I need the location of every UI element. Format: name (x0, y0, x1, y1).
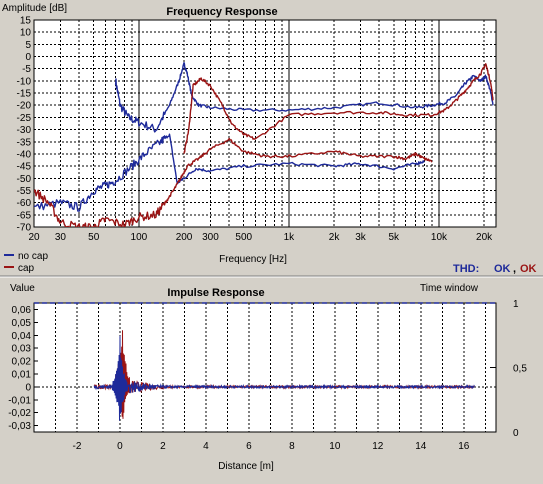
impulse-x-tick-label: 6 (246, 441, 252, 452)
impulse-y2-tick-label: 1 (513, 299, 519, 310)
freq-series-line-no-cap (114, 62, 494, 133)
freq-xlabel: Frequency [Hz] (219, 254, 287, 265)
freq-x-tick-label: 500 (235, 232, 252, 243)
freq-y-tick-label: 10 (20, 28, 32, 39)
impulse-y-tick-label: 0,01 (12, 369, 32, 380)
freq-y-tick-label: -70 (17, 223, 32, 234)
freq-x-tick-label: 50 (88, 232, 100, 243)
freq-x-tick-label: 3k (355, 232, 367, 243)
impulse-plot-area (33, 302, 497, 433)
impulse-x-tick-label: 2 (160, 441, 166, 452)
impulse-series (34, 302, 496, 421)
freq-x-tick-label: 5k (389, 232, 401, 243)
freq-x-ticks: 20 30 50 100 200 300 500 1k 2k 3k 5k 10k 20k (28, 232, 493, 243)
impulse-y-tick-label: 0,05 (12, 318, 32, 329)
impulse-x-tick-label: 12 (372, 441, 384, 452)
impulse-y-tick-label: -0,01 (8, 395, 31, 406)
freq-y-tick-label: -15 (17, 89, 32, 100)
legend-cap: cap (18, 263, 35, 274)
freq-y-tick-label: -55 (17, 186, 32, 197)
freq-x-tick-label: 1k (284, 232, 296, 243)
impulse-title: Impulse Response (167, 287, 264, 299)
thd-status: THD: OK , OK (453, 263, 537, 275)
freq-y-ticks: 151050-5-10-15-20-25-30-35-40-45-50-55-6… (17, 16, 32, 234)
impulse-y2-tick-label: 0 (513, 428, 519, 439)
impulse-x-tick-label: 4 (203, 441, 209, 452)
freq-y-tick-label: -25 (17, 113, 32, 124)
impulse-y-tick-label: 0,04 (12, 331, 32, 342)
thd-cap-value: OK (520, 263, 537, 275)
thd-label: THD: (453, 263, 479, 275)
freq-ylabel: Amplitude [dB] (2, 3, 67, 14)
freq-legend: no cap cap (4, 251, 48, 274)
impulse-y-tick-label: -0,02 (8, 408, 31, 419)
freq-y-tick-label: -30 (17, 125, 32, 136)
impulse-x-tick-label: 10 (329, 441, 341, 452)
legend-no-cap: no cap (18, 251, 48, 262)
freq-y-tick-label: -5 (22, 64, 31, 75)
freq-y-tick-label: 5 (25, 40, 31, 51)
impulse-y-tick-label: 0,03 (12, 344, 32, 355)
freq-x-tick-label: 100 (131, 232, 148, 243)
thd-separator: , (513, 263, 516, 275)
impulse-x-tick-label: 16 (458, 441, 470, 452)
freq-grid (33, 20, 496, 227)
freq-x-tick-label: 2k (329, 232, 341, 243)
freq-plot-area (33, 19, 497, 228)
impulse-series-line-no-cap (93, 335, 475, 421)
thd-no-cap-value: OK (494, 263, 511, 275)
freq-title: Frequency Response (166, 6, 277, 18)
freq-x-tick-label: 20k (476, 232, 493, 243)
freq-y-tick-label: -50 (17, 174, 32, 185)
freq-x-tick-label: 10k (431, 232, 448, 243)
freq-y-tick-label: -45 (17, 162, 32, 173)
impulse-x-tick-label: -2 (73, 441, 82, 452)
freq-x-tick-label: 30 (55, 232, 67, 243)
freq-x-tick-label: 200 (176, 232, 193, 243)
freq-y-tick-label: 0 (25, 52, 31, 63)
impulse-y-tick-label: 0,06 (12, 305, 32, 316)
impulse-x-tick-label: 14 (415, 441, 427, 452)
freq-y-tick-label: -40 (17, 149, 32, 160)
impulse-y-tick-label: 0,02 (12, 357, 32, 368)
freq-series (34, 62, 494, 227)
freq-y-tick-label: -10 (17, 76, 32, 87)
impulse-y2label: Time window (420, 283, 479, 294)
impulse-x-tick-label: 0 (117, 441, 123, 452)
impulse-ylabel: Value (10, 283, 35, 294)
impulse-y-ticks: 0,06 0,05 0,04 0,03 0,020,01 0 -0,01 -0,02 -0,03 (8, 305, 38, 432)
impulse-y2-tick-label: 0,5 (513, 364, 527, 375)
freq-x-tick-label: 300 (202, 232, 219, 243)
impulse-x-tick-label: 8 (289, 441, 295, 452)
freq-y-tick-label: -65 (17, 210, 32, 221)
freq-y-tick-label: -35 (17, 137, 32, 148)
impulse-xlabel: Distance [m] (218, 461, 274, 472)
impulse-y-tick-label: -0,03 (8, 421, 31, 432)
freq-y-tick-label: -20 (17, 101, 32, 112)
freq-x-tick-label: 20 (28, 232, 40, 243)
impulse-x-ticks: -2 0 2 4 6 8 10 12 14 16 (73, 441, 470, 452)
freq-y-tick-label: -60 (17, 198, 32, 209)
freq-y-tick-label: 15 (20, 16, 32, 27)
impulse-y-tick-label: 0 (25, 382, 31, 393)
freq-series-line-cap (34, 137, 433, 227)
freq-series-line-cap (183, 63, 494, 154)
